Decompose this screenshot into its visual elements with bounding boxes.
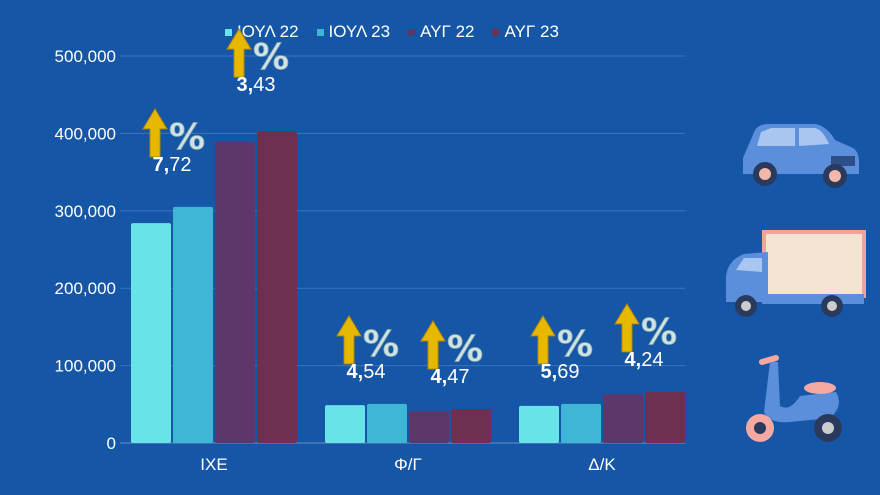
arrow-up-percent-icon: % [530,314,593,365]
percent-change-label: 3,43 [237,74,276,96]
legend-label: ΑΥΓ 23 [504,22,559,41]
legend-item: ΙΟΥΛ 22 [225,22,299,42]
svg-text:%: % [641,312,677,353]
legend-label: ΙΟΥΛ 23 [328,22,391,41]
percent-change-label: 4,54 [347,361,386,383]
bar [561,403,601,443]
legend-item: ΑΥΓ 22 [408,22,474,42]
percent-change-label: 7,72 [153,154,192,176]
y-tick-label: 400,000 [55,124,116,143]
legend-swatch [408,28,416,36]
scooter-icon [746,355,842,442]
arrow-up-percent-icon: % [420,319,483,370]
bar [173,206,213,443]
chart-legend: ΙΟΥΛ 22 ΙΟΥΛ 23 ΑΥΓ 22 ΑΥΓ 23 [225,22,559,42]
arrow-up-percent-icon: % [226,28,289,78]
bar [215,141,255,443]
bar [257,131,297,443]
bar [451,408,491,443]
y-tick-label: 100,000 [55,357,116,376]
legend-swatch [225,28,232,36]
bar [131,223,171,443]
svg-text:%: % [557,324,593,365]
percent-change-label: 5,69 [541,361,580,383]
bar [325,405,365,443]
legend-label: ΑΥΓ 22 [420,22,475,41]
bar [367,403,407,443]
bar [645,391,685,443]
arrow-up-percent-icon: % [142,107,205,158]
x-tick-label: Φ/Γ [394,455,422,474]
bar [409,411,449,443]
legend-item: ΑΥΓ 23 [492,22,559,42]
arrow-up-percent-icon: % [336,314,399,365]
svg-text:%: % [447,329,483,370]
legend-label: ΙΟΥΛ 22 [237,22,299,41]
legend-swatch [492,28,500,36]
percent-change-label: 4,47 [431,366,470,388]
arrow-up-percent-icon: % [614,302,677,353]
bar [519,405,559,443]
y-tick-label: 200,000 [55,279,116,298]
legend-item: ΙΟΥΛ 23 [316,22,391,42]
y-tick-label: 0 [107,434,116,453]
percent-change-label: 4,24 [625,349,664,371]
legend-swatch [316,28,324,36]
bar [603,394,643,443]
svg-text:%: % [253,37,289,78]
x-tick-label: Δ/Κ [588,455,616,474]
y-tick-label: 500,000 [55,47,116,66]
truck-icon [726,230,866,317]
y-tick-label: 300,000 [55,202,116,221]
svg-text:%: % [363,324,399,365]
car-icon [743,124,859,188]
x-tick-label: ΙΧΕ [200,455,227,474]
svg-text:%: % [169,117,205,158]
